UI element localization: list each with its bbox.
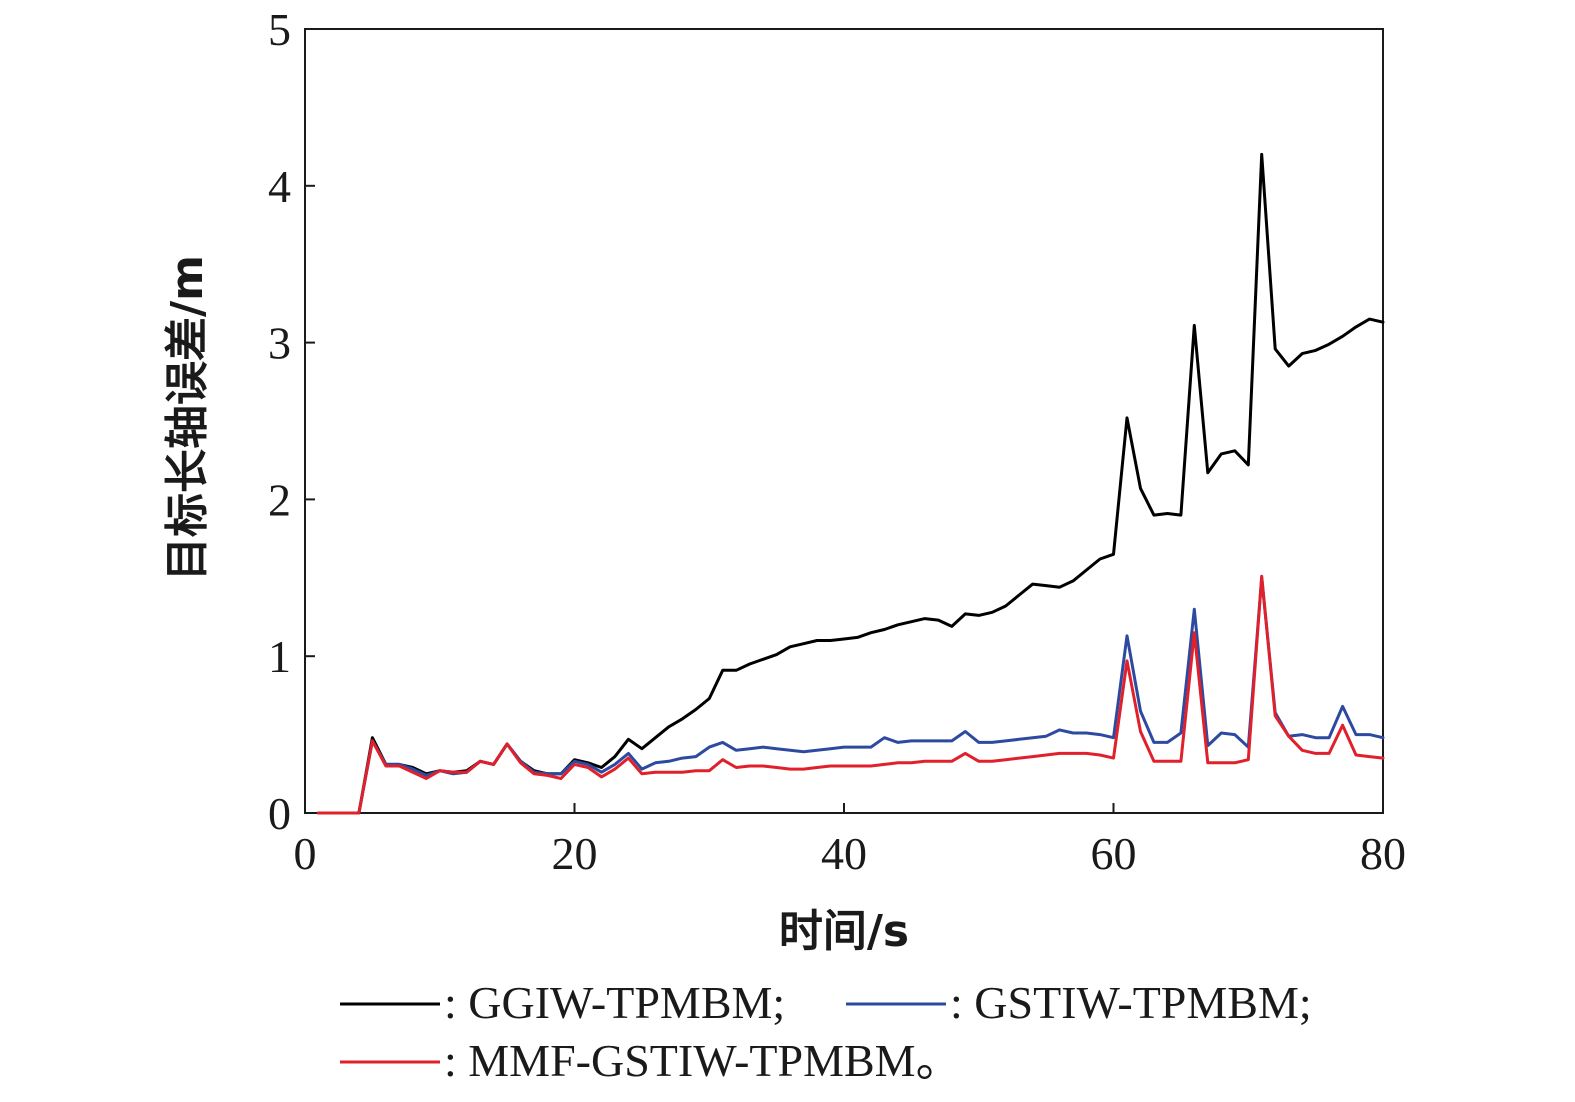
y-axis-title: 目标长轴误差/m	[162, 255, 213, 581]
x-tick-label: 0	[294, 828, 317, 879]
legend-label-ggiw-tpmbm: : GGIW-TPMBM;	[444, 977, 785, 1028]
y-axis: 0 1 2 3 4 5	[268, 4, 315, 839]
x-tick-label: 80	[1360, 828, 1406, 879]
y-tick-label: 4	[268, 161, 291, 212]
series-line-mmf-gstiw-tpmbm	[317, 574, 1385, 815]
x-tick-label: 60	[1091, 828, 1137, 879]
y-tick-label: 5	[268, 4, 291, 55]
x-tick-label: 20	[552, 828, 598, 879]
legend-label-gstiw-tpmbm: : GSTIW-TPMBM;	[950, 977, 1312, 1028]
y-tick-label: 0	[268, 788, 291, 839]
y-tick-label: 1	[268, 631, 291, 682]
legend: : GGIW-TPMBM; : GSTIW-TPMBM; : MMF-GSTIW…	[340, 977, 1312, 1086]
y-tick-label: 3	[268, 318, 291, 369]
plot-frame	[304, 28, 1384, 814]
x-axis-title: 时间/s	[779, 906, 909, 957]
y-tick-label: 2	[268, 474, 291, 525]
x-tick-label: 40	[821, 828, 867, 879]
legend-label-mmf-gstiw-tpmbm: : MMF-GSTIW-TPMBM。	[444, 1035, 962, 1086]
series-line-gstiw-tpmbm	[317, 576, 1385, 815]
x-axis: 0 20 40 60 80	[294, 803, 1406, 879]
series-line-ggiw-tpmbm	[317, 152, 1385, 815]
series-layer	[317, 152, 1385, 815]
